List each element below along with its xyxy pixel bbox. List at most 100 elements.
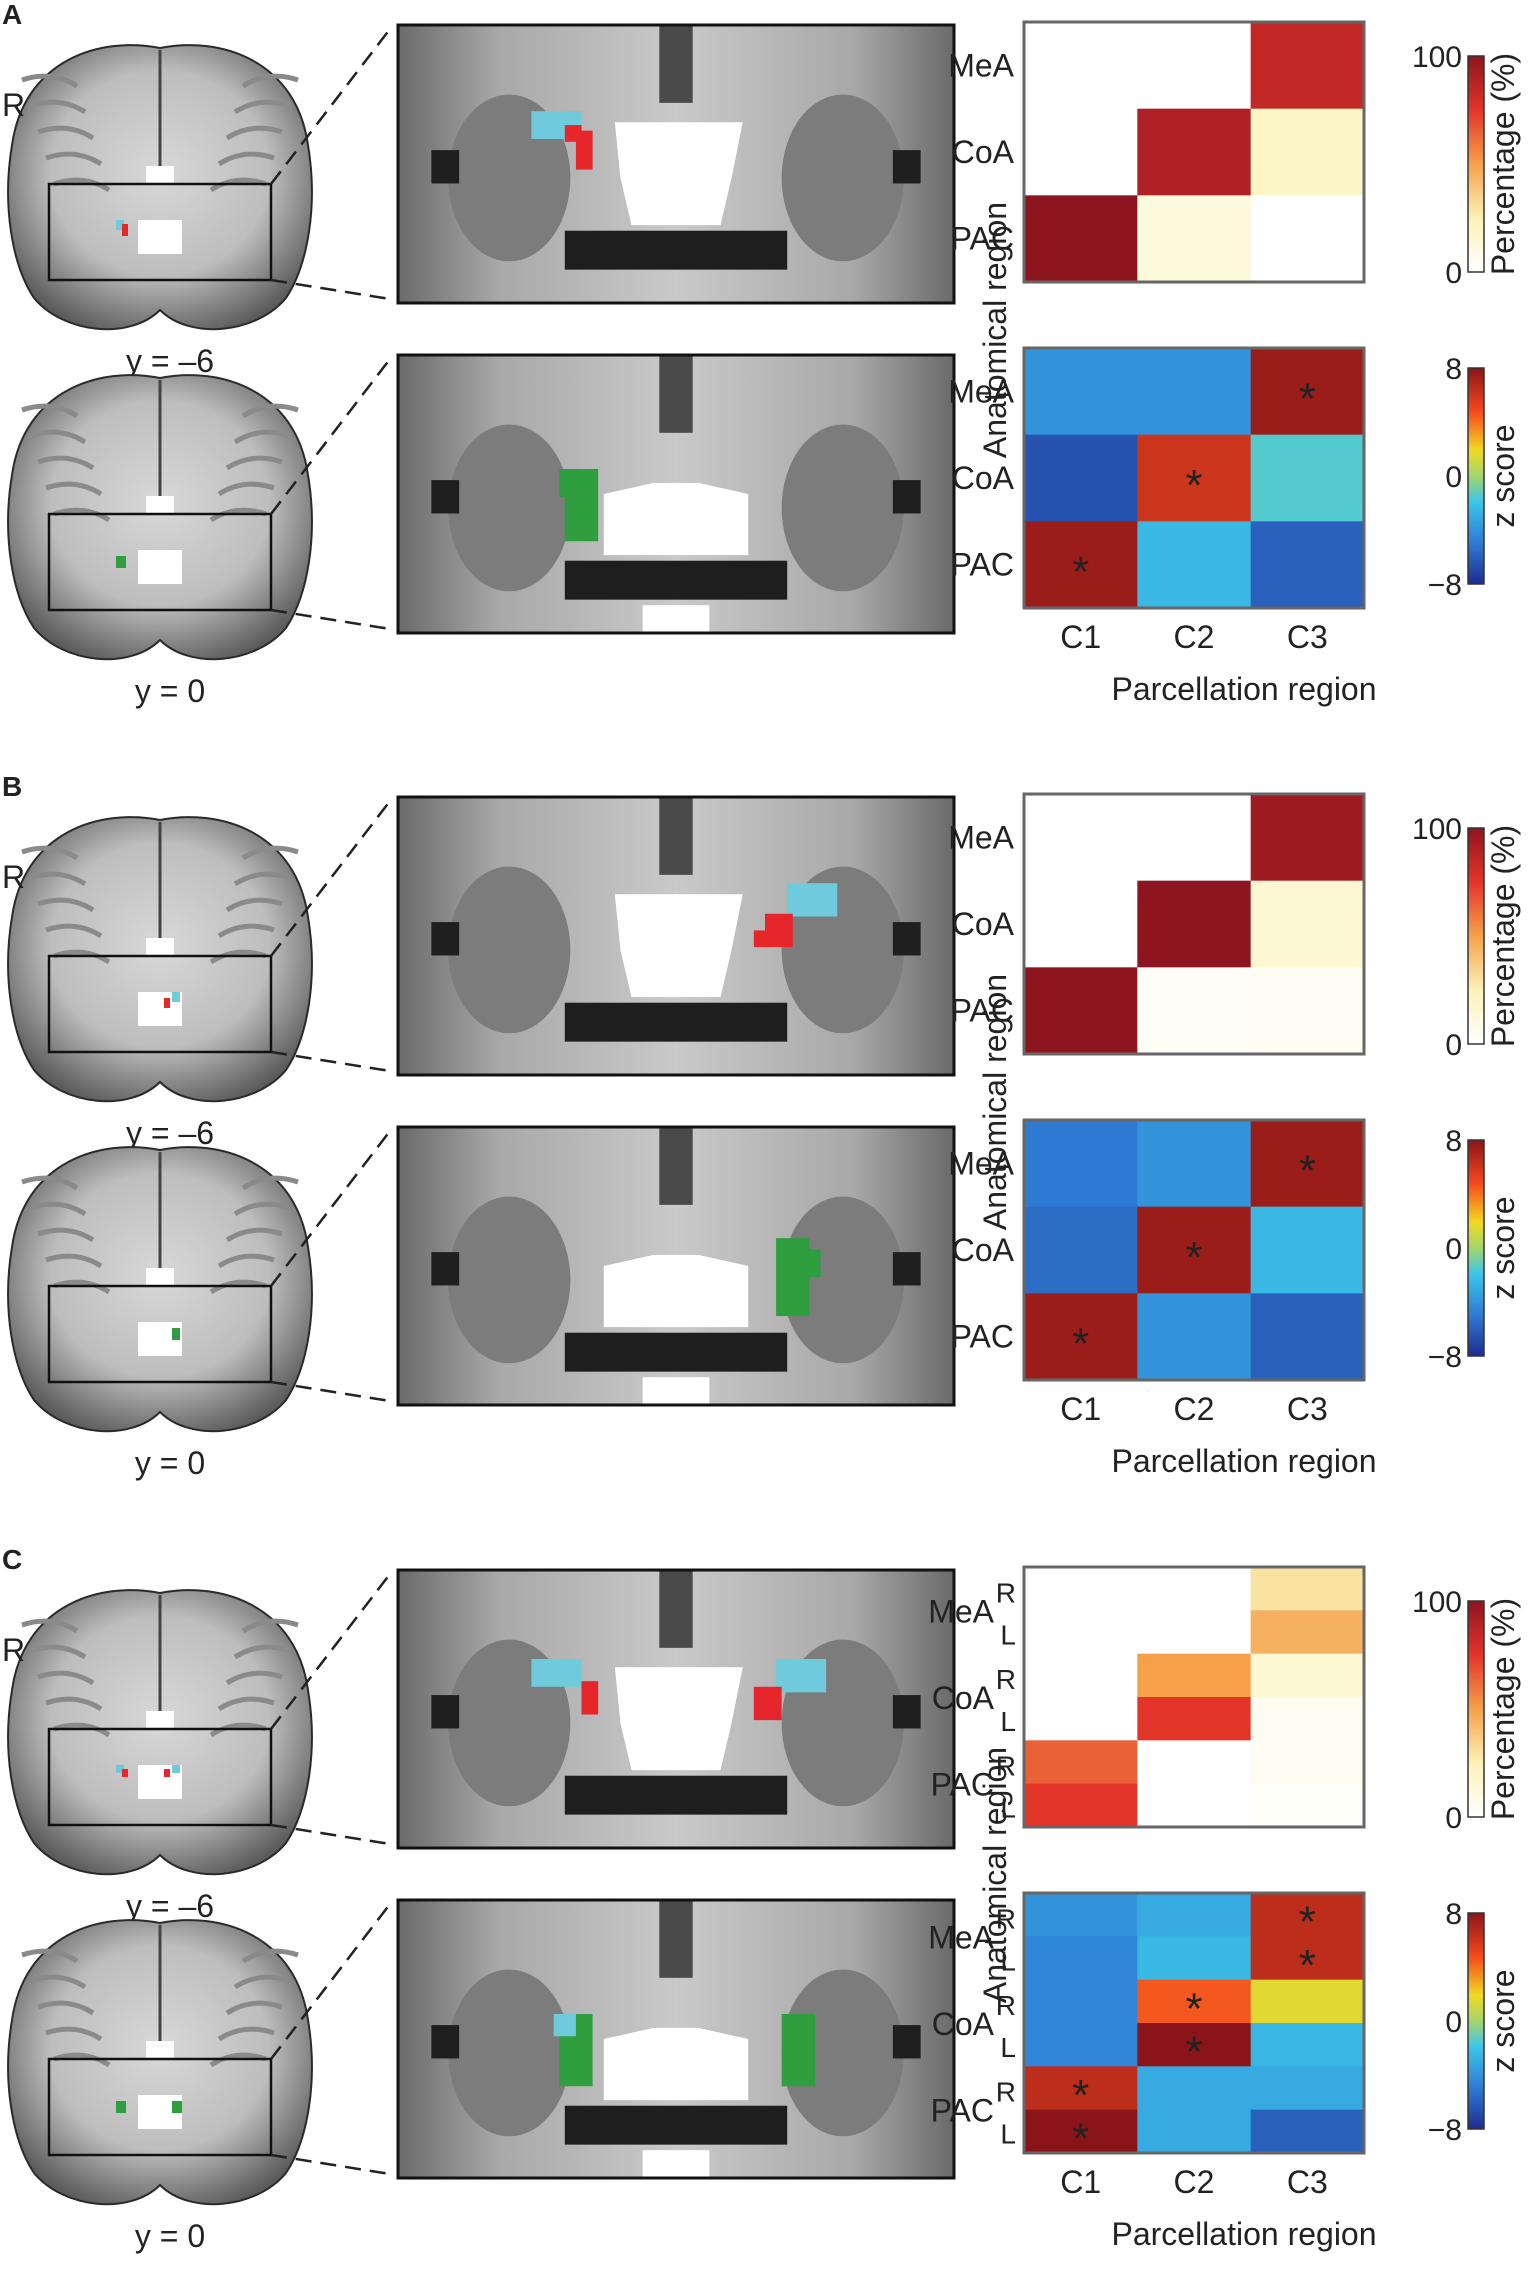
row-label: CoA — [932, 2006, 995, 2042]
connector-line — [270, 1050, 391, 1073]
significance-marker: * — [1299, 1941, 1316, 1990]
significance-marker: * — [1299, 374, 1316, 423]
subrow-label: R — [996, 1751, 1016, 1782]
heatmap-cell — [1250, 2109, 1365, 2154]
x-axis-label: Parcellation region — [1111, 671, 1376, 707]
brain-gyrus — [209, 949, 267, 965]
zoom-frame — [396, 353, 956, 635]
heatmap-cell — [1137, 521, 1252, 609]
brain-gyrus — [53, 507, 111, 523]
connector-line — [270, 2153, 391, 2176]
zscore-heatmap: * * * MeA CoA PAC C1 C2 C3 — [948, 1118, 1366, 1427]
row-label: PAC — [951, 993, 1014, 1029]
brain-cluster-mark — [116, 2101, 126, 2113]
brain-gyrus — [233, 1201, 291, 1217]
brain-gyrus — [21, 1618, 79, 1634]
brain-gyrus — [37, 125, 95, 141]
row-label: PAC — [931, 2093, 994, 2129]
colorbar-tick-label: 0 — [1445, 257, 1462, 290]
heatmap-cell — [1250, 108, 1365, 196]
brain-gyrus — [241, 403, 299, 419]
heatmap-cell — [1137, 1979, 1252, 2024]
brain-gyrus — [21, 1175, 79, 1191]
zoom-frame — [396, 795, 956, 1077]
zoom-midline — [659, 1127, 693, 1205]
zoom-cluster-mark — [581, 1681, 599, 1715]
panel-b: By = –6 Ry = 0 MeA CoA PAC * * * MeA CoA PAC C1 C2 C3… — [2, 771, 1521, 1481]
brain-cluster-mark — [172, 992, 180, 1002]
subrow-label: R — [996, 1903, 1016, 1934]
column-label: C3 — [1287, 619, 1328, 655]
brain-gyrus — [37, 1670, 95, 1686]
row-label: PAC — [951, 221, 1014, 257]
zoom-region-right — [781, 94, 904, 262]
brain-gyrus — [21, 845, 79, 861]
heatmap-cell — [1024, 1120, 1138, 1208]
brain-gyrus — [217, 151, 275, 167]
brain-slice — [7, 1146, 313, 1433]
heatmap-cell — [1250, 1610, 1365, 1655]
brain-gyrus — [241, 1175, 299, 1191]
brain-gyrus — [217, 923, 275, 939]
heatmap-cell — [1250, 434, 1365, 522]
heatmap-cell — [1024, 521, 1138, 609]
heatmap-cell — [1024, 967, 1138, 1055]
brain-gyrus — [53, 1722, 111, 1738]
subrow-label: L — [1000, 1706, 1016, 1737]
connector-line — [270, 28, 391, 185]
zoom-panel — [396, 353, 956, 635]
brain-gyrus — [225, 1227, 283, 1243]
brain-gyrus — [241, 1618, 299, 1634]
brain-gyrus — [53, 2052, 111, 2068]
heatmap-cell — [1024, 1697, 1138, 1741]
brain-gyrus — [45, 481, 103, 497]
heatmap-cell — [1250, 1653, 1365, 1698]
heatmap-cell — [1024, 434, 1138, 522]
heatmap-cell — [1250, 2023, 1365, 2067]
brain-cluster-mark — [116, 220, 124, 230]
zoom-ventricle — [603, 482, 749, 556]
brain-cluster-mark — [172, 1328, 180, 1340]
brain-slice — [7, 816, 313, 1103]
heatmap-cell — [1137, 794, 1252, 882]
heatmap-cell — [1137, 22, 1252, 110]
colorbar-label: z score — [1485, 424, 1521, 527]
column-label: C2 — [1174, 2164, 1215, 2200]
slice-label: y = –6 — [126, 1115, 214, 1151]
x-axis-label: Parcellation region — [1111, 2216, 1376, 2252]
heatmap-cell — [1250, 1206, 1365, 1294]
subrow-label: L — [1000, 1945, 1016, 1976]
heatmap-cell — [1250, 1697, 1365, 1741]
heatmap-cell — [1024, 1893, 1138, 1937]
column-label: C3 — [1287, 2164, 1328, 2200]
zoom-cluster-mark — [531, 1658, 582, 1687]
zoom-dark-spot — [431, 150, 460, 184]
connector-line — [270, 1573, 391, 1730]
colorbar-tick-label: 100 — [1412, 813, 1462, 846]
zoom-cluster-mark — [753, 930, 771, 948]
slice-label: y = 0 — [135, 2218, 205, 2254]
zoom-ventricle — [603, 1254, 749, 1328]
zoom-dark-spot — [431, 1695, 460, 1729]
significance-marker: * — [1072, 1320, 1089, 1369]
zoom-midline — [659, 25, 693, 103]
zoom-region-left — [448, 1969, 571, 2137]
colorbar-label: z score — [1485, 1196, 1521, 1299]
heatmap-cell — [1137, 1120, 1252, 1208]
zoom-panel — [396, 1568, 956, 1850]
percentage-colorbar: 100 0 Percentage (%) — [1412, 1586, 1521, 1835]
brain-ventricle — [146, 1268, 174, 1286]
heatmap-cell — [1250, 1893, 1365, 1937]
panel-c: Cy = –6Ry = 0MeARLCoARLPACRL******MeARLC… — [2, 1544, 1521, 2254]
zoom-dark-band — [564, 1332, 788, 1372]
panel-letter: A — [2, 0, 22, 30]
brain-gyrus — [53, 949, 111, 965]
heatmap-cell — [1024, 108, 1138, 196]
zoom-box — [47, 954, 273, 1054]
heatmap-cell — [1137, 434, 1252, 522]
row-label: CoA — [952, 906, 1015, 942]
heatmap-cell — [1137, 2109, 1252, 2154]
heatmap-cell — [1024, 1610, 1138, 1655]
